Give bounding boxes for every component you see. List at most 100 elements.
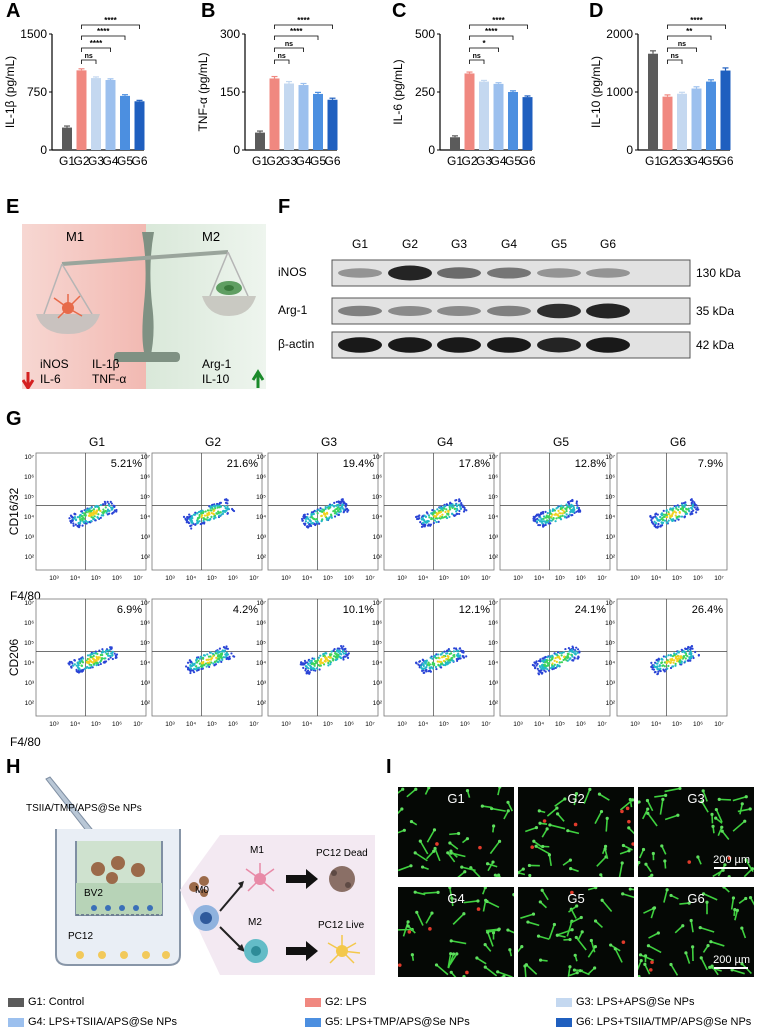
event-dot: [191, 517, 194, 520]
blot-row-inos: iNOS 130 kDa: [278, 259, 741, 287]
event-dot: [223, 646, 226, 649]
significance-bracket: [469, 47, 499, 52]
event-dot: [545, 514, 548, 517]
event-dot: [440, 515, 444, 518]
event-dot: [200, 667, 203, 671]
significance-bracket: [81, 35, 126, 40]
flow-x-tick: 10⁷: [481, 721, 491, 728]
event-dot: [202, 660, 205, 664]
live-cell: [496, 928, 501, 932]
event-dot: [462, 510, 466, 513]
neurite: [554, 798, 566, 807]
event-dot: [88, 666, 91, 669]
flow-y-tick: 10⁷: [488, 454, 498, 461]
event-dot: [209, 658, 212, 661]
event-dot: [438, 660, 441, 663]
event-dot: [193, 662, 196, 665]
live-cell: [593, 919, 598, 923]
neurite: [567, 966, 571, 977]
live-cell: [627, 826, 631, 830]
flow-group-label: G2: [205, 435, 221, 449]
live-cell: [538, 821, 542, 825]
event-dot: [552, 516, 555, 520]
event-dot: [457, 500, 461, 503]
event-dot: [226, 647, 229, 650]
event-dot: [103, 660, 107, 663]
flow-y-tick: 10⁵: [140, 494, 150, 501]
event-dot: [690, 510, 693, 513]
event-dot: [113, 652, 116, 655]
event-dot: [653, 520, 656, 523]
event-dot: [195, 659, 198, 662]
event-dot: [665, 509, 668, 513]
event-dot: [220, 513, 223, 516]
event-dot: [445, 661, 448, 664]
flow-x-tick: 10⁵: [207, 721, 217, 728]
event-dot: [102, 508, 105, 511]
flow-x-tick: 10⁷: [481, 575, 491, 582]
m0-cell-icon: [200, 912, 212, 924]
event-dot: [215, 656, 218, 659]
event-dot: [458, 503, 461, 506]
event-dot: [344, 652, 347, 655]
bar-g1: [62, 127, 72, 150]
event-dot: [684, 657, 687, 660]
bar-g3: [284, 83, 294, 150]
event-dot: [539, 516, 542, 519]
neurite: [622, 893, 634, 899]
event-dot: [327, 661, 330, 665]
live-cell: [696, 855, 700, 859]
flow-x-tick: 10⁷: [133, 721, 143, 728]
blot-band: [586, 337, 630, 353]
micrograph-label: G6: [687, 891, 705, 906]
flow-x-tick: 10⁶: [576, 575, 586, 582]
flow-y-tick: 10⁶: [140, 474, 150, 481]
event-dot: [89, 653, 92, 657]
live-cell: [449, 849, 453, 853]
live-cell: [497, 839, 502, 843]
live-cell: [628, 887, 632, 891]
live-cell: [711, 824, 715, 828]
event-dot: [106, 654, 110, 657]
flow-y-tick: 10²: [25, 554, 35, 561]
live-cell: [645, 798, 650, 803]
event-dot: [92, 654, 95, 658]
event-dot: [448, 508, 451, 511]
live-cell: [687, 901, 691, 905]
neurite: [548, 854, 552, 867]
live-cell: [568, 858, 572, 862]
flow-y-axis-label: CD206: [7, 639, 21, 677]
neurite: [730, 897, 735, 910]
event-dot: [447, 657, 450, 660]
flow-group-label: G5: [553, 435, 569, 449]
event-dot: [304, 667, 307, 670]
event-dot: [81, 515, 84, 518]
bar-g3: [677, 93, 687, 150]
neurite: [739, 803, 744, 815]
event-dot: [540, 517, 544, 521]
flow-x-tick: 10⁷: [365, 721, 375, 728]
y-tick-label: 0: [40, 143, 47, 157]
lane-label: G4: [501, 237, 517, 251]
event-dot: [315, 517, 319, 521]
significance-mark: *: [482, 39, 486, 48]
event-dot: [651, 517, 654, 520]
event-dot: [540, 659, 544, 662]
x-tick-label: G4: [102, 154, 118, 168]
event-dot: [71, 662, 74, 665]
event-dot: [576, 651, 579, 654]
event-dot: [546, 512, 549, 515]
event-dot: [111, 657, 114, 661]
live-cell: [555, 806, 559, 810]
event-dot: [100, 651, 103, 654]
event-dot: [547, 669, 551, 672]
bar-g6: [522, 97, 533, 150]
live-cell: [506, 800, 510, 804]
event-dot: [564, 647, 567, 651]
event-dot: [545, 519, 549, 522]
live-cell: [413, 851, 417, 855]
live-cell: [669, 962, 673, 967]
y-axis-label: IL-1β (pg/mL): [3, 56, 17, 128]
event-dot: [201, 514, 204, 517]
